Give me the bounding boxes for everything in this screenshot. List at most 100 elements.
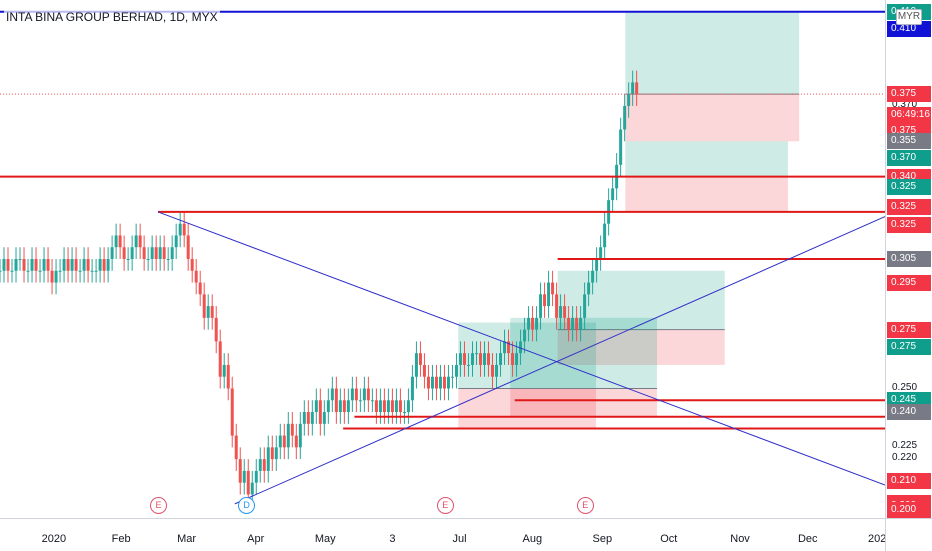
candle-body [198,282,202,295]
event-badge[interactable]: E [150,497,168,514]
candle-body [166,259,170,260]
candle-body [278,435,282,448]
time-tick-label: May [314,533,336,545]
candle-body [446,376,450,389]
candle-body [338,400,342,413]
candle-body [462,353,466,365]
candle-body [250,482,254,495]
candle-body [42,259,46,271]
candle-body [378,400,382,413]
candle-body [599,247,603,259]
candle-body [0,270,2,272]
event-badge[interactable]: D [238,497,256,514]
candle-body [623,105,627,130]
candle-body [390,400,394,413]
currency-button[interactable]: MYR [896,9,922,25]
candle-body [394,400,398,413]
candle-body [507,341,511,354]
candle-body [422,364,426,377]
candle-body [10,270,14,272]
time-tick-label: Aug [522,533,543,545]
candle-body [466,364,470,366]
candle-body [354,388,358,401]
candle-body [110,247,114,259]
price-tick-label: 0.220 [892,452,918,464]
price-tag: 0.275 [887,321,931,338]
candle-body [551,282,555,295]
candle-body [22,259,26,271]
candle-body [595,259,599,271]
candle-body [487,353,491,365]
time-tick-label: Jul [452,533,467,545]
candle-body [258,459,262,471]
candle-body [515,353,519,365]
candle-body [346,400,350,413]
candle-body [386,400,390,413]
chart-plot-area[interactable]: INTA BINA GROUP BERHAD, 1D, MYX E D E E [0,0,885,518]
price-tag: 0.240 [887,404,931,421]
candle-body [138,235,142,248]
price-tag: 0.295 [887,274,931,291]
candle-body [210,306,214,318]
candle-body [62,259,66,271]
candle-body [98,259,102,271]
candle-body [154,247,158,259]
candle-body [547,282,551,307]
candlestick-chart[interactable] [0,0,885,518]
candle-body [178,223,182,236]
price-tick-label: 0.370 [892,98,918,110]
time-tick-label: 2020 [41,533,67,545]
price-tag: 0.210 [887,472,931,489]
candle-body [294,435,298,448]
candle-body [370,400,374,402]
price-axis[interactable]: 0.4100.3750.3700.3550.3400.3250.3050.295… [885,0,932,522]
candle-body [330,388,334,401]
candle-body [142,247,146,259]
candle-body [398,400,402,413]
candle-body [555,294,559,318]
candle-body [559,306,563,318]
candle-body [406,400,410,413]
candle-body [470,353,474,365]
candle-body [314,400,318,413]
price-tag: 0.275 [887,338,931,355]
candle-body [491,364,495,377]
price-tick-label: 0.225 [892,440,918,452]
price-tag: 06:49:16 [887,107,931,124]
candle-body [426,376,430,389]
candle-body [543,294,547,307]
time-axis[interactable]: 2020 Feb Mar Apr May 3 Jul Aug Sep Oct Nov Dec 202 [0,518,887,551]
candle-body [527,317,531,330]
candle-body [226,364,230,389]
candle-body [206,306,210,318]
candle-body [334,388,338,413]
trend-line [234,216,885,505]
price-tag: 0.370 [887,149,931,166]
time-tick-label: 202 [867,533,887,545]
candle-body [591,270,595,283]
candle-body [499,353,503,365]
event-badge[interactable]: E [436,497,454,514]
candle-body [627,94,631,106]
time-tick-label: Feb [111,533,131,545]
candle-body [535,317,539,330]
candle-body [306,412,310,424]
candle-body [230,388,234,436]
candle-body [450,376,454,378]
candle-body [162,247,166,259]
candle-body [38,270,42,272]
candle-body [54,270,58,283]
price-tag: 0.305 [887,251,931,267]
candle-body [30,259,34,271]
candle-body [2,259,6,271]
candle-body [483,353,487,365]
candle-body [326,400,330,413]
candle-body [503,341,507,354]
candle-body [286,423,290,448]
candle-body [358,400,362,402]
candle-body [182,223,186,236]
symbol-title[interactable]: INTA BINA GROUP BERHAD, 1D, MYX [4,10,220,24]
position-target-zone [625,141,788,177]
event-badge[interactable]: E [576,497,594,514]
candle-body [362,388,366,401]
